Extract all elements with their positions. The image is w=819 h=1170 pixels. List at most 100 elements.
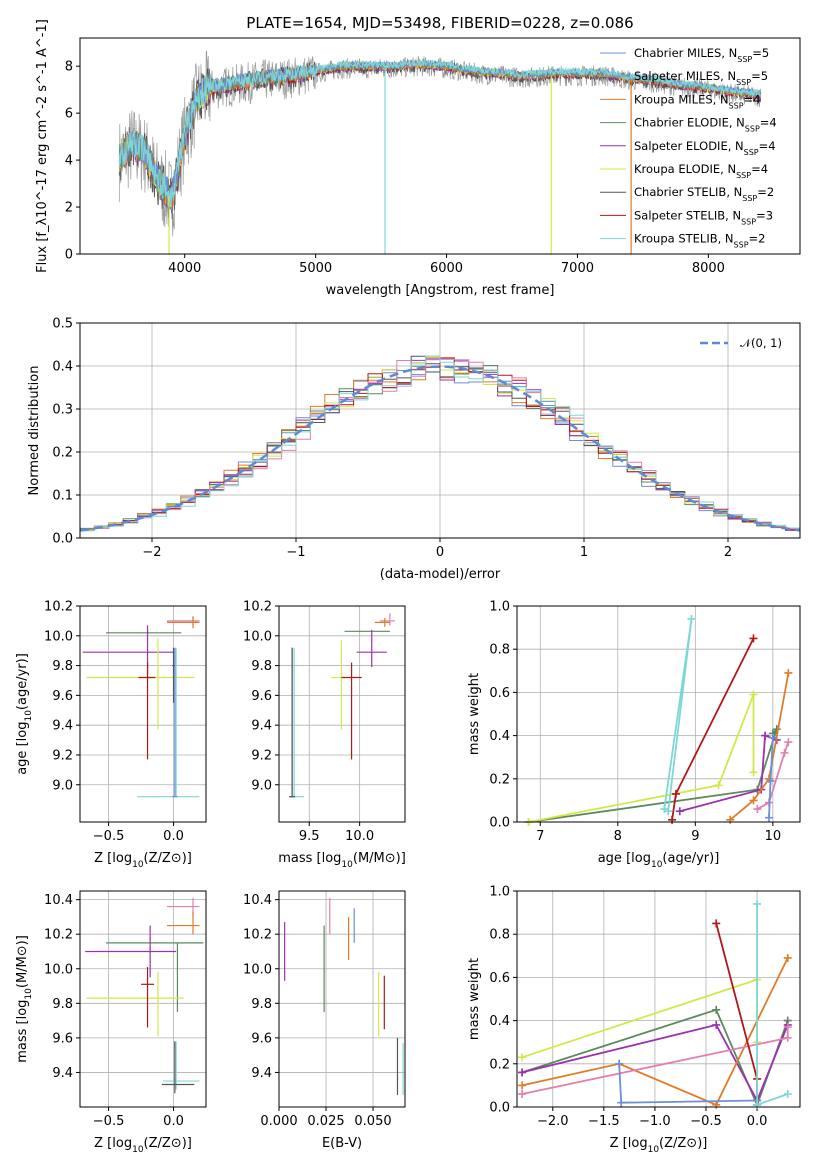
y-tick-label: 10.2 [243,928,272,943]
y-tick-label: 9.6 [52,689,73,704]
data-point [167,911,200,935]
axes-frame [79,890,207,1108]
x-tick-label: 9 [691,829,699,844]
y-tick-label: 9.8 [251,659,272,674]
y-tick-label: 0.6 [489,686,510,701]
weight-marker [687,614,696,623]
x-axis-label: (data-model)/error [380,567,501,582]
y-tick-label: 9.6 [251,1031,272,1046]
weight-series [528,728,778,823]
weight-vs-Z-panel: −2.0 −1.5 −1.0 −0.5 0.0 0.0 0.2 0.4 0.6 0.8 1.0 Z [… [467,885,801,1155]
weight-marker [749,634,758,643]
y-tick-label: 10.4 [243,893,272,908]
mass-vs-ebv-panel: 0.000 0.025 0.050 9.4 9.6 9.8 10.0 10.2 10.4 E(B-… [243,890,406,1151]
x-tick-label: 8000 [692,261,725,276]
data-point [289,647,305,798]
y-tick-label: 9.6 [52,1031,73,1046]
weight-series [756,741,790,810]
y-tick-label: 0.8 [489,928,510,943]
weight-marker [518,1068,527,1077]
legend-entry: Chabrier STELIB, NSSP=2 [634,185,774,203]
weight-vs-age-panel: 7 8 9 10 0.0 0.2 0.4 0.6 0.8 1.0 age [log10(age/yr… [467,600,801,870]
y-tick-label: 0.4 [489,729,510,744]
x-tick-label: 9.5 [299,829,320,844]
data-point [374,617,390,627]
x-axis-label: age [log10(age/yr)] [598,851,720,870]
data-point [163,1041,200,1090]
data-point [161,1041,195,1094]
y-tick-label: 9.4 [52,719,73,734]
y-tick-label: 6 [65,107,73,122]
weight-marker [766,776,775,785]
weight-marker [712,1020,721,1029]
x-tick-label: −2.0 [537,1114,569,1129]
x-axis-label: E(B-V) [322,1136,362,1151]
weight-marker [784,668,793,677]
x-tick-label: 10.0 [345,829,374,844]
data-point [137,647,200,798]
y-tick-label: 0.0 [489,1101,510,1116]
x-tick-label: 0.0 [163,829,184,844]
weight-series [521,957,789,1106]
weight-marker [712,1100,721,1109]
y-tick-label: 10.2 [44,600,73,615]
x-tick-label: −2 [142,545,161,560]
y-tick-label: 9.8 [52,659,73,674]
data-point [85,925,177,978]
legend-entry: Salpeter ELODIE, NSSP=4 [634,139,776,157]
x-axis-label: mass [log10(M/M⊙)] [278,851,406,870]
axes-frame [278,890,406,1108]
x-tick-label: 4000 [168,261,201,276]
data-point [331,640,347,730]
y-tick-label: 10.2 [243,600,272,615]
axes-frame [79,37,801,255]
x-axis-label: Z [log10(Z/Z⊙)] [94,1136,192,1155]
y-tick-label: 0.8 [489,643,510,658]
weight-marker [671,789,680,798]
legend-entry: 𝒩(0, 1) [740,336,782,350]
weight-series [715,923,758,1105]
x-tick-label: 0.0 [747,1114,768,1129]
panels: 4000 5000 6000 7000 8000 0 2 4 6 8 Chabrier MILES,… [15,19,801,1155]
x-axis-label: wavelength [Angstrom, rest frame] [326,283,555,298]
x-axis-label: Z [log10(Z/Z⊙)] [94,851,192,870]
y-tick-label: 10.0 [243,962,272,977]
x-tick-label: 0 [436,545,444,560]
weight-series [663,618,693,812]
y-tick-label: 9.0 [251,778,272,793]
data-point [105,942,204,1012]
data-point [172,647,175,703]
figure-title: PLATE=1654, MJD=53498, FIBERID=0228, z=0… [246,14,633,32]
x-tick-label: 5000 [299,261,332,276]
weight-marker [749,796,758,805]
data-point [167,616,200,629]
y-tick-label: 9.0 [52,778,73,793]
y-tick-label: 2 [65,201,73,216]
x-tick-label: −0.5 [93,1114,125,1129]
weight-marker [749,690,758,699]
y-tick-label: 9.2 [52,748,73,763]
x-tick-label: −1.0 [639,1114,671,1129]
data-point [379,613,395,626]
legend-entry: Salpeter STELIB, NSSP=3 [634,208,773,226]
y-tick-label: 9.6 [251,689,272,704]
y-tick-label: 1.0 [489,600,510,615]
y-axis-label: mass [log10(M/M⊙)] [15,935,34,1063]
weight-marker [764,813,773,822]
y-tick-label: 0.2 [52,446,73,461]
weight-series [729,672,790,821]
legend-entry: Salpeter MILES, NSSP=5 [634,69,768,87]
x-axis-label: Z [log10(Z/Z⊙)] [610,1136,708,1155]
y-axis-label: mass weight [467,673,482,755]
x-tick-label: 0.050 [354,1114,391,1129]
data-point [138,662,156,760]
weight-marker [783,1090,792,1099]
weight-marker [518,1090,527,1099]
x-tick-label: 2 [724,545,732,560]
weight-marker [783,1023,792,1032]
y-tick-label: 0 [65,248,73,263]
weight-marker [783,1033,792,1042]
y-tick-label: 0.4 [52,360,73,375]
y-tick-label: 0.2 [489,1057,510,1072]
y-tick-label: 0.6 [489,971,510,986]
